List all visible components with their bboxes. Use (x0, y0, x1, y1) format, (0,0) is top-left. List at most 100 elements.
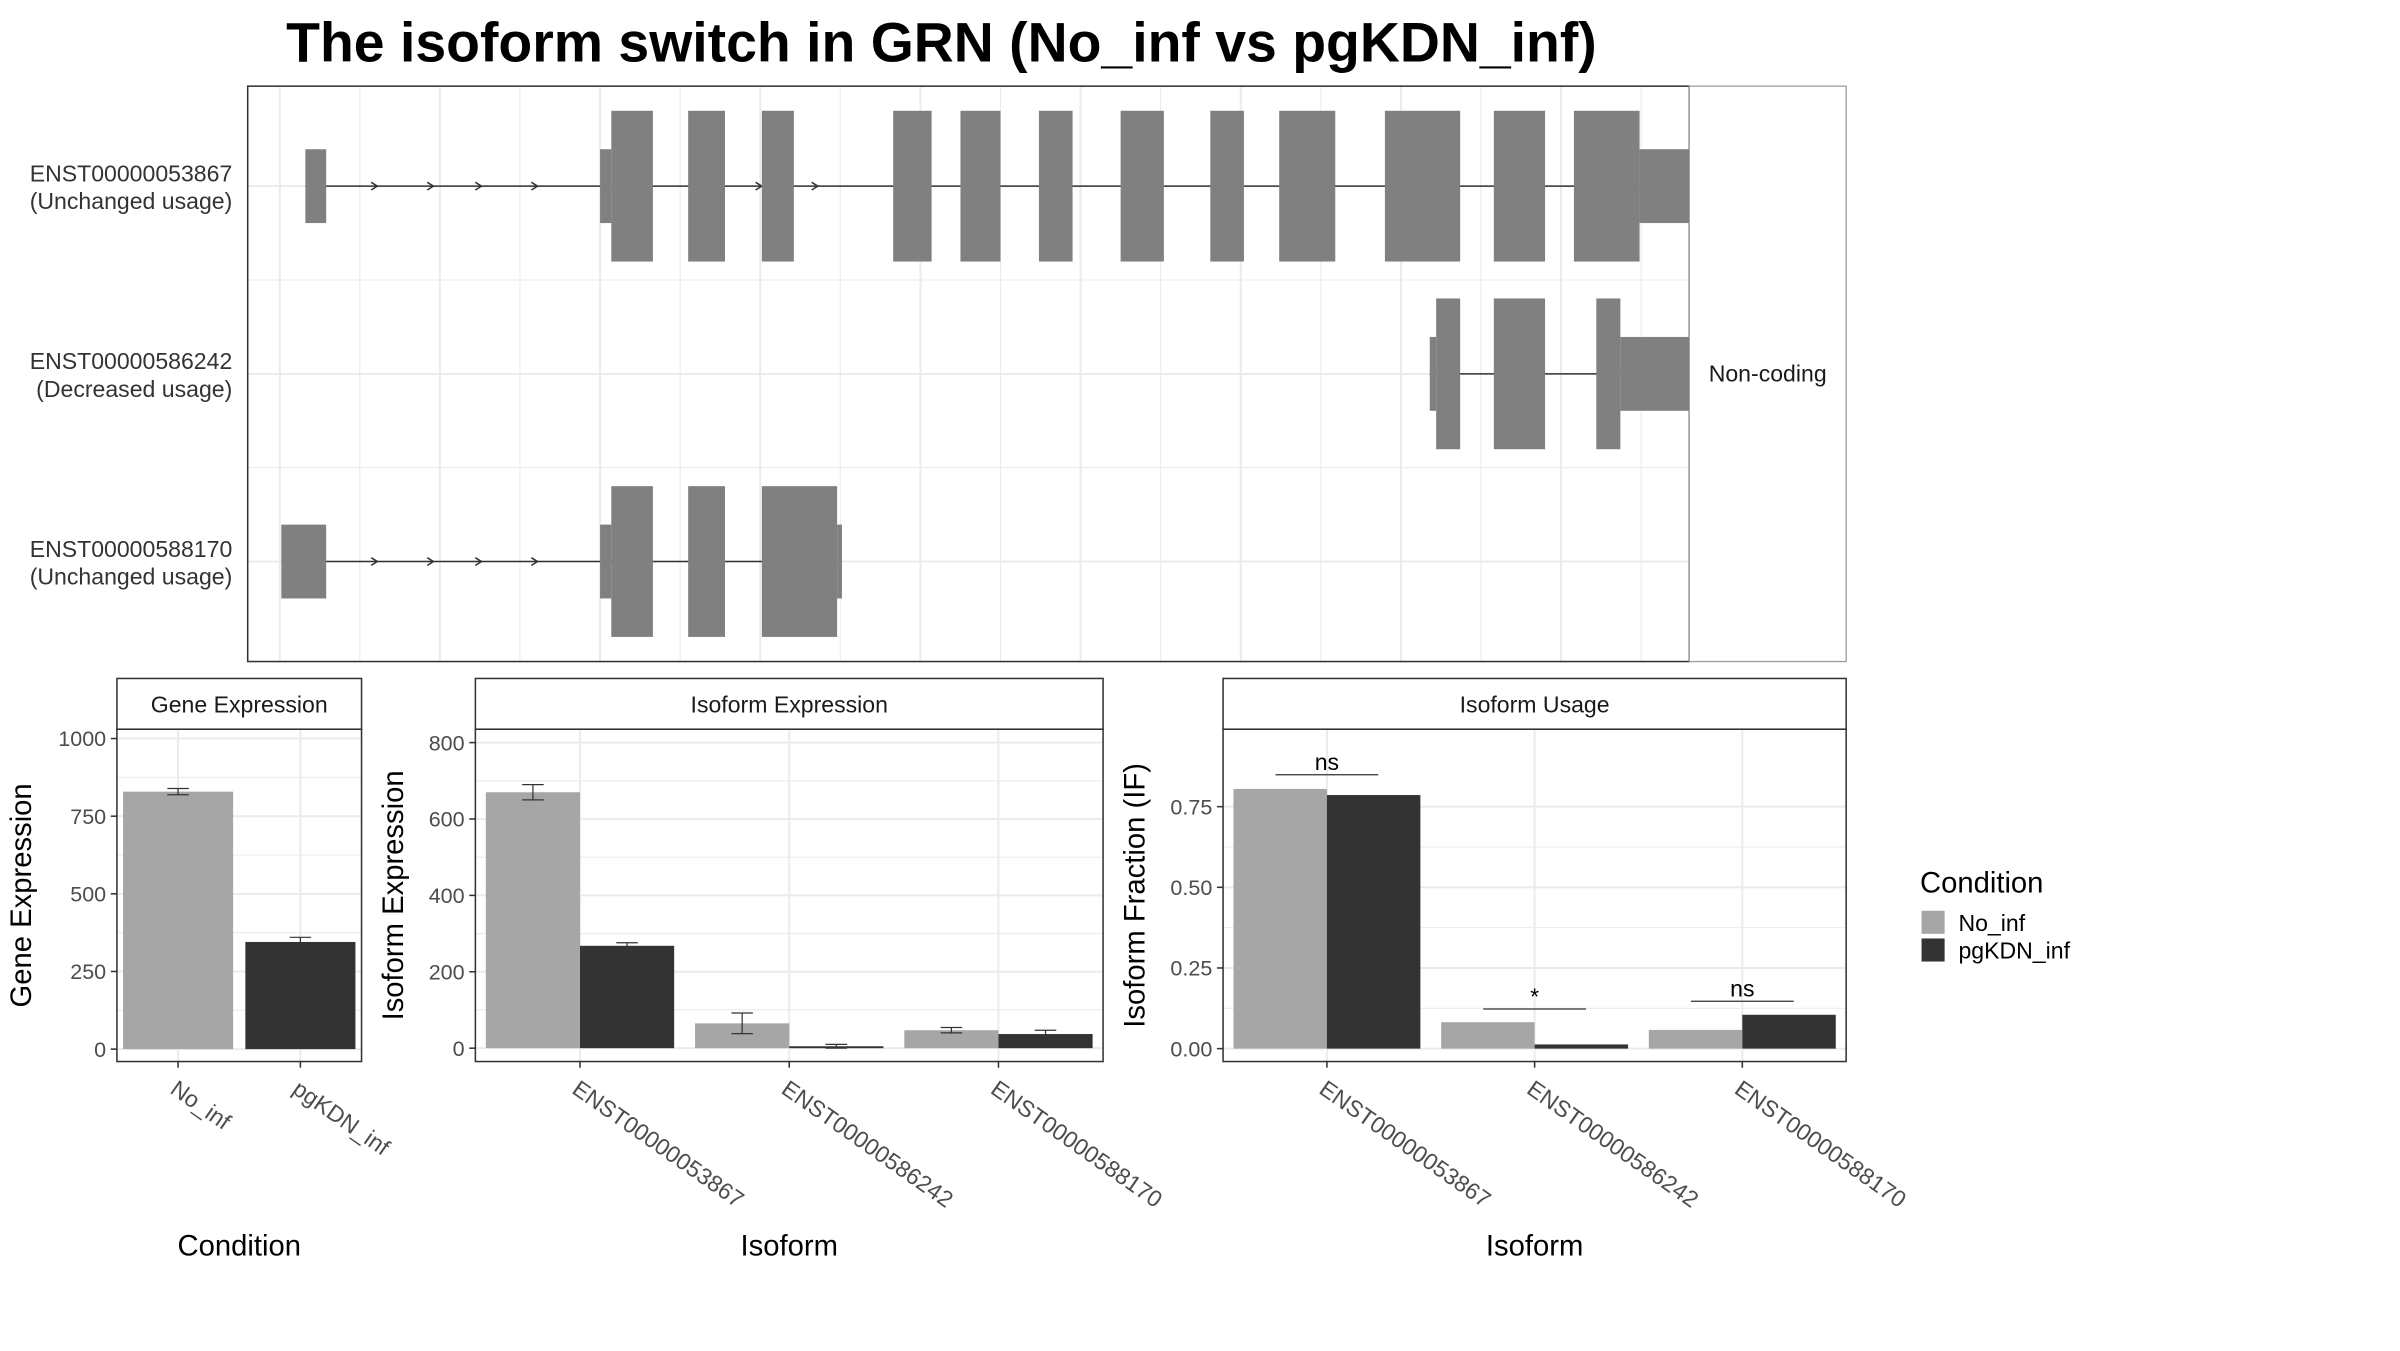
y-tick-label: 500 (70, 883, 106, 907)
bar (1534, 1044, 1629, 1049)
direction-arrow (811, 181, 820, 191)
transcript-usage-label: (Unchanged usage) (30, 188, 233, 214)
significance-label: ns (1730, 976, 1754, 1002)
bar (123, 791, 234, 1050)
strip-label: Gene Expression (151, 691, 328, 717)
transcript-track (281, 486, 842, 637)
bar (1441, 1022, 1535, 1049)
y-tick-label: 800 (429, 731, 465, 755)
direction-arrow (426, 181, 435, 191)
transcript-id-label: ENST00000053867 (30, 161, 233, 187)
bar (1233, 788, 1327, 1049)
legend-label: No_inf (1958, 910, 2025, 936)
y-tick-label: 0.50 (1170, 876, 1212, 900)
exon-block (281, 524, 327, 599)
side-strip-label: Non-coding (1709, 361, 1827, 387)
panel-border (1222, 728, 1847, 1063)
bar (998, 1034, 1093, 1049)
y-tick-label: 0.25 (1170, 957, 1212, 981)
direction-arrow (530, 181, 539, 191)
exon-block (1210, 110, 1244, 262)
y-tick-label: 200 (429, 960, 465, 984)
strip-label: Isoform Usage (1460, 691, 1610, 717)
y-tick-label: 0 (453, 1037, 465, 1061)
gene-expression-panel: Gene Expression 0 250 500 750 1000 No_inf pgKDN… (6, 677, 395, 1262)
exon-block (688, 110, 726, 262)
y-tick-label: 1000 (58, 727, 106, 751)
exon-block (1429, 336, 1437, 411)
exon-block (688, 486, 726, 637)
isoform-usage-panel: Isoform Usage 0.00 0.25 0.50 0.75 ns * ns ENST00… (1120, 677, 1911, 1262)
y-axis-title: Gene Expression (6, 783, 38, 1007)
x-axis-title: Isoform (741, 1230, 838, 1262)
direction-arrow (370, 181, 379, 191)
exon-block (761, 110, 794, 262)
exon-block (1596, 298, 1621, 450)
transcript-usage-label: (Unchanged usage) (30, 564, 233, 590)
direction-arrow (426, 557, 435, 567)
transcript-id-label: ENST00000586242 (30, 348, 233, 374)
transcript-track (305, 110, 1704, 262)
bar (579, 945, 675, 1049)
exon-block (1279, 110, 1336, 262)
bar (485, 792, 580, 1049)
direction-arrow (370, 557, 379, 567)
exon-block (1120, 110, 1164, 262)
transcript-usage-label: (Decreased usage) (36, 376, 232, 402)
exon-block (1436, 298, 1461, 450)
bar (1326, 795, 1421, 1049)
direction-arrow (530, 557, 539, 567)
panel-border (116, 728, 363, 1063)
x-tick-label: ENST00000586242 (1523, 1075, 1704, 1213)
bar (1648, 1029, 1743, 1049)
figure-title: The isoform switch in GRN (No_inf vs pgK… (286, 12, 1597, 74)
legend-swatch (1921, 910, 1945, 934)
transcript-id-label: ENST00000588170 (30, 536, 233, 562)
isoform-expression-panel: Isoform Expression 0 200 400 600 800 ENST00000… (378, 677, 1167, 1262)
y-tick-label: 400 (429, 884, 465, 908)
bar (1742, 1014, 1836, 1049)
legend-title: Condition (1920, 867, 2043, 899)
exon-block (960, 110, 1001, 262)
panel-border (474, 728, 1104, 1063)
x-tick-label: No_inf (166, 1075, 236, 1135)
y-tick-label: 250 (70, 960, 106, 984)
exon-block (893, 110, 932, 262)
strip-box (116, 677, 363, 730)
exon-block (1384, 110, 1461, 262)
bar (904, 1030, 999, 1049)
direction-arrow (474, 557, 483, 567)
significance-label: * (1530, 983, 1539, 1009)
y-axis-title: Isoform Expression (378, 770, 410, 1020)
exon-block (611, 110, 653, 262)
exon-block (611, 486, 653, 637)
strip-box (474, 677, 1104, 730)
x-tick-label: ENST00000588170 (1730, 1075, 1911, 1213)
exon-block (1493, 110, 1546, 262)
x-tick-label: ENST00000053867 (568, 1075, 749, 1213)
bar (245, 941, 356, 1050)
strip-label: Isoform Expression (691, 691, 888, 717)
x-tick-label: ENST00000588170 (986, 1075, 1167, 1213)
exon-block (1493, 298, 1546, 450)
legend-label: pgKDN_inf (1958, 937, 2070, 963)
x-axis-title: Condition (178, 1230, 301, 1262)
y-tick-label: 0.75 (1170, 795, 1212, 819)
exon-block (600, 149, 612, 224)
x-tick-label: pgKDN_inf (288, 1075, 395, 1161)
side-strip (1688, 85, 1847, 663)
exon-block (600, 524, 612, 599)
legend-swatch (1921, 938, 1945, 962)
structure-panel (246, 85, 1704, 663)
y-tick-label: 0 (94, 1038, 106, 1062)
exon-block (1038, 110, 1073, 262)
direction-arrow (474, 181, 483, 191)
exon-block (1573, 110, 1640, 262)
y-tick-label: 600 (429, 808, 465, 832)
exon-block (761, 486, 838, 637)
x-tick-label: ENST00000586242 (777, 1075, 958, 1213)
exon-block (305, 149, 327, 224)
